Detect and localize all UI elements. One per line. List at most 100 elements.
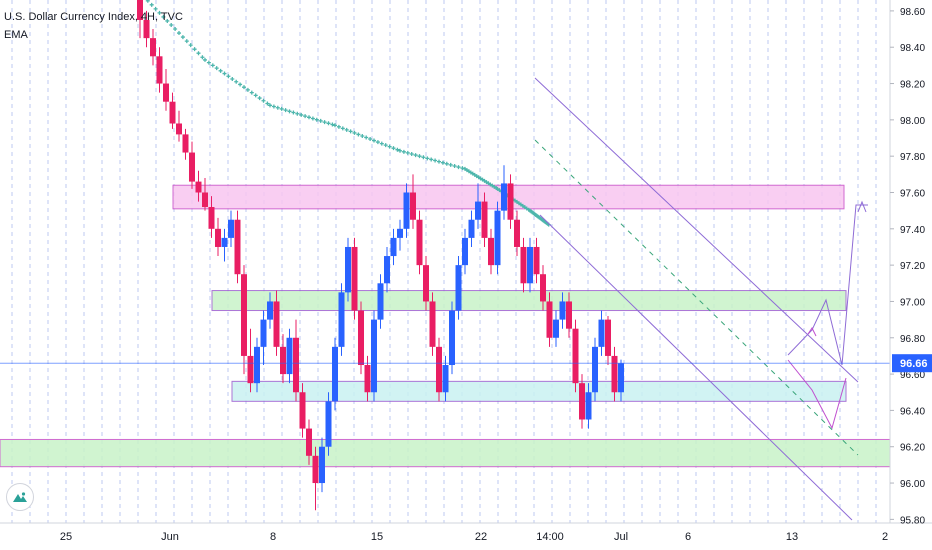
candle-body: [481, 201, 488, 238]
y-tick-label: 97.00: [900, 297, 925, 308]
candle: [514, 210, 520, 257]
candle: [299, 383, 306, 438]
candle-body: [371, 319, 377, 393]
last-price-label: 96.66: [892, 354, 932, 373]
candle-body: [540, 274, 546, 302]
candle: [351, 237, 358, 320]
candle: [234, 210, 241, 284]
x-tick-label: 6: [685, 531, 691, 543]
candle: [423, 256, 429, 311]
candle: [150, 29, 156, 66]
candle: [156, 47, 163, 93]
candle-body: [358, 310, 364, 366]
candle: [260, 310, 267, 366]
arrowhead-icon: [807, 327, 817, 337]
y-tick-label: 97.20: [900, 261, 925, 272]
candle: [494, 201, 501, 275]
candle-body: [267, 301, 273, 320]
candle-body: [592, 346, 598, 393]
candlestick-series: [137, 0, 624, 511]
candle-body: [605, 319, 611, 356]
candle-body: [520, 246, 527, 284]
candle-body: [241, 274, 247, 356]
candle-body: [553, 319, 559, 338]
indicator-label[interactable]: EMA: [4, 29, 28, 41]
y-tick-label: 98.60: [900, 7, 925, 18]
candle: [332, 337, 338, 411]
y-tick-label: 96.40: [900, 406, 925, 417]
last-price-badge: [892, 354, 932, 373]
candle: [611, 346, 618, 402]
candle-body: [364, 365, 371, 393]
candle: [254, 337, 260, 393]
candle-body: [137, 0, 143, 20]
candle: [488, 228, 494, 275]
candle: [338, 283, 345, 356]
candle: [319, 437, 325, 493]
candle: [553, 310, 559, 347]
zone-upper-mid: [211, 290, 847, 312]
y-tick-label: 98.00: [900, 116, 925, 127]
candle: [377, 274, 384, 329]
candle: [221, 228, 228, 262]
candle-body: [319, 446, 325, 484]
arrowhead-icon: [857, 200, 867, 213]
candle-body: [585, 392, 592, 420]
candle-body: [143, 19, 150, 39]
candle: [202, 177, 208, 211]
candle-body: [189, 152, 195, 182]
candle: [137, 0, 143, 39]
candle-body: [332, 346, 338, 402]
candle: [384, 246, 390, 293]
price-axis: 98.60 98.40 98.20 98.00 97.80 97.60 97.40 97.20…: [890, 7, 925, 526]
x-tick-label: Jul: [614, 531, 628, 543]
candle-body: [416, 219, 423, 266]
candle-body: [488, 237, 494, 266]
candle-body: [410, 192, 416, 220]
chart-legend: U.S. Dollar Currency Index, 4H, TVC EMA: [4, 8, 183, 44]
y-tick-label: 96.00: [900, 479, 925, 490]
x-tick-label: 13: [786, 531, 798, 543]
candle: [410, 174, 416, 229]
candle: [592, 337, 598, 402]
candle-body: [260, 319, 267, 347]
candle-body: [514, 219, 520, 247]
candle-body: [228, 219, 234, 238]
candle-body: [176, 123, 182, 135]
candle: [143, 10, 150, 48]
candle: [605, 315, 611, 366]
candle-body: [384, 256, 390, 284]
candle-body: [475, 201, 481, 220]
candle: [566, 292, 572, 338]
x-tick-label: 25: [60, 531, 72, 543]
y-tick-label: 97.40: [900, 225, 925, 236]
candle: [241, 265, 247, 375]
candle: [286, 328, 293, 384]
candle-body: [221, 237, 228, 247]
candle-body: [195, 181, 202, 193]
candle-body: [273, 301, 280, 347]
candle-body: [247, 355, 254, 384]
candle: [397, 219, 403, 251]
candle-body: [286, 337, 293, 375]
candle: [182, 128, 189, 160]
candle: [176, 110, 182, 142]
candle-body: [306, 428, 312, 456]
candle-body: [566, 301, 572, 329]
candle: [462, 228, 468, 275]
x-tick-label: 2: [882, 531, 888, 543]
candle: [312, 446, 319, 511]
candle: [215, 217, 221, 257]
candle: [306, 419, 312, 465]
candle: [559, 292, 566, 329]
candle: [358, 301, 364, 375]
tradingview-logo-icon[interactable]: [6, 483, 34, 511]
last-price-value: 96.66: [900, 358, 928, 370]
candle-body: [559, 301, 566, 320]
candle-body: [403, 192, 410, 229]
zone-lower-mid: [231, 380, 847, 402]
candle: [169, 92, 176, 129]
candle: [163, 69, 169, 111]
symbol-title[interactable]: U.S. Dollar Currency Index, 4H, TVC: [4, 11, 183, 23]
